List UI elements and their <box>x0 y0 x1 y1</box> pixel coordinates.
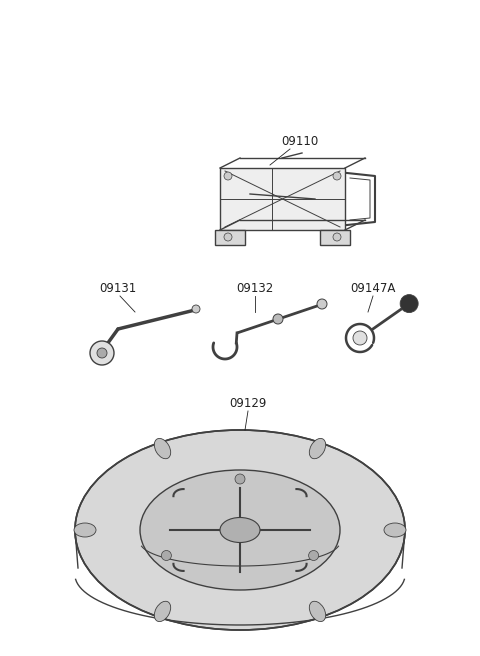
Circle shape <box>224 172 232 180</box>
Ellipse shape <box>309 602 326 621</box>
Ellipse shape <box>309 438 326 459</box>
Circle shape <box>161 550 171 560</box>
Circle shape <box>317 299 327 309</box>
Circle shape <box>235 474 245 484</box>
Polygon shape <box>215 230 245 245</box>
Ellipse shape <box>384 523 406 537</box>
Circle shape <box>309 550 319 560</box>
Ellipse shape <box>220 518 260 543</box>
Circle shape <box>224 233 232 241</box>
Text: 09110: 09110 <box>281 135 319 148</box>
Circle shape <box>353 331 367 345</box>
Circle shape <box>400 295 418 313</box>
Ellipse shape <box>140 470 340 590</box>
Circle shape <box>192 305 200 313</box>
Text: 09132: 09132 <box>236 282 274 295</box>
Circle shape <box>273 314 283 324</box>
Text: 09129: 09129 <box>229 397 267 410</box>
Ellipse shape <box>154 438 171 459</box>
Circle shape <box>90 341 114 365</box>
Circle shape <box>333 172 341 180</box>
Ellipse shape <box>74 523 96 537</box>
Ellipse shape <box>154 602 171 621</box>
Circle shape <box>333 233 341 241</box>
Circle shape <box>97 348 107 358</box>
Ellipse shape <box>75 430 405 630</box>
Text: 09147A: 09147A <box>350 282 396 295</box>
Text: 09131: 09131 <box>99 282 137 295</box>
Polygon shape <box>320 230 350 245</box>
Polygon shape <box>220 168 345 230</box>
